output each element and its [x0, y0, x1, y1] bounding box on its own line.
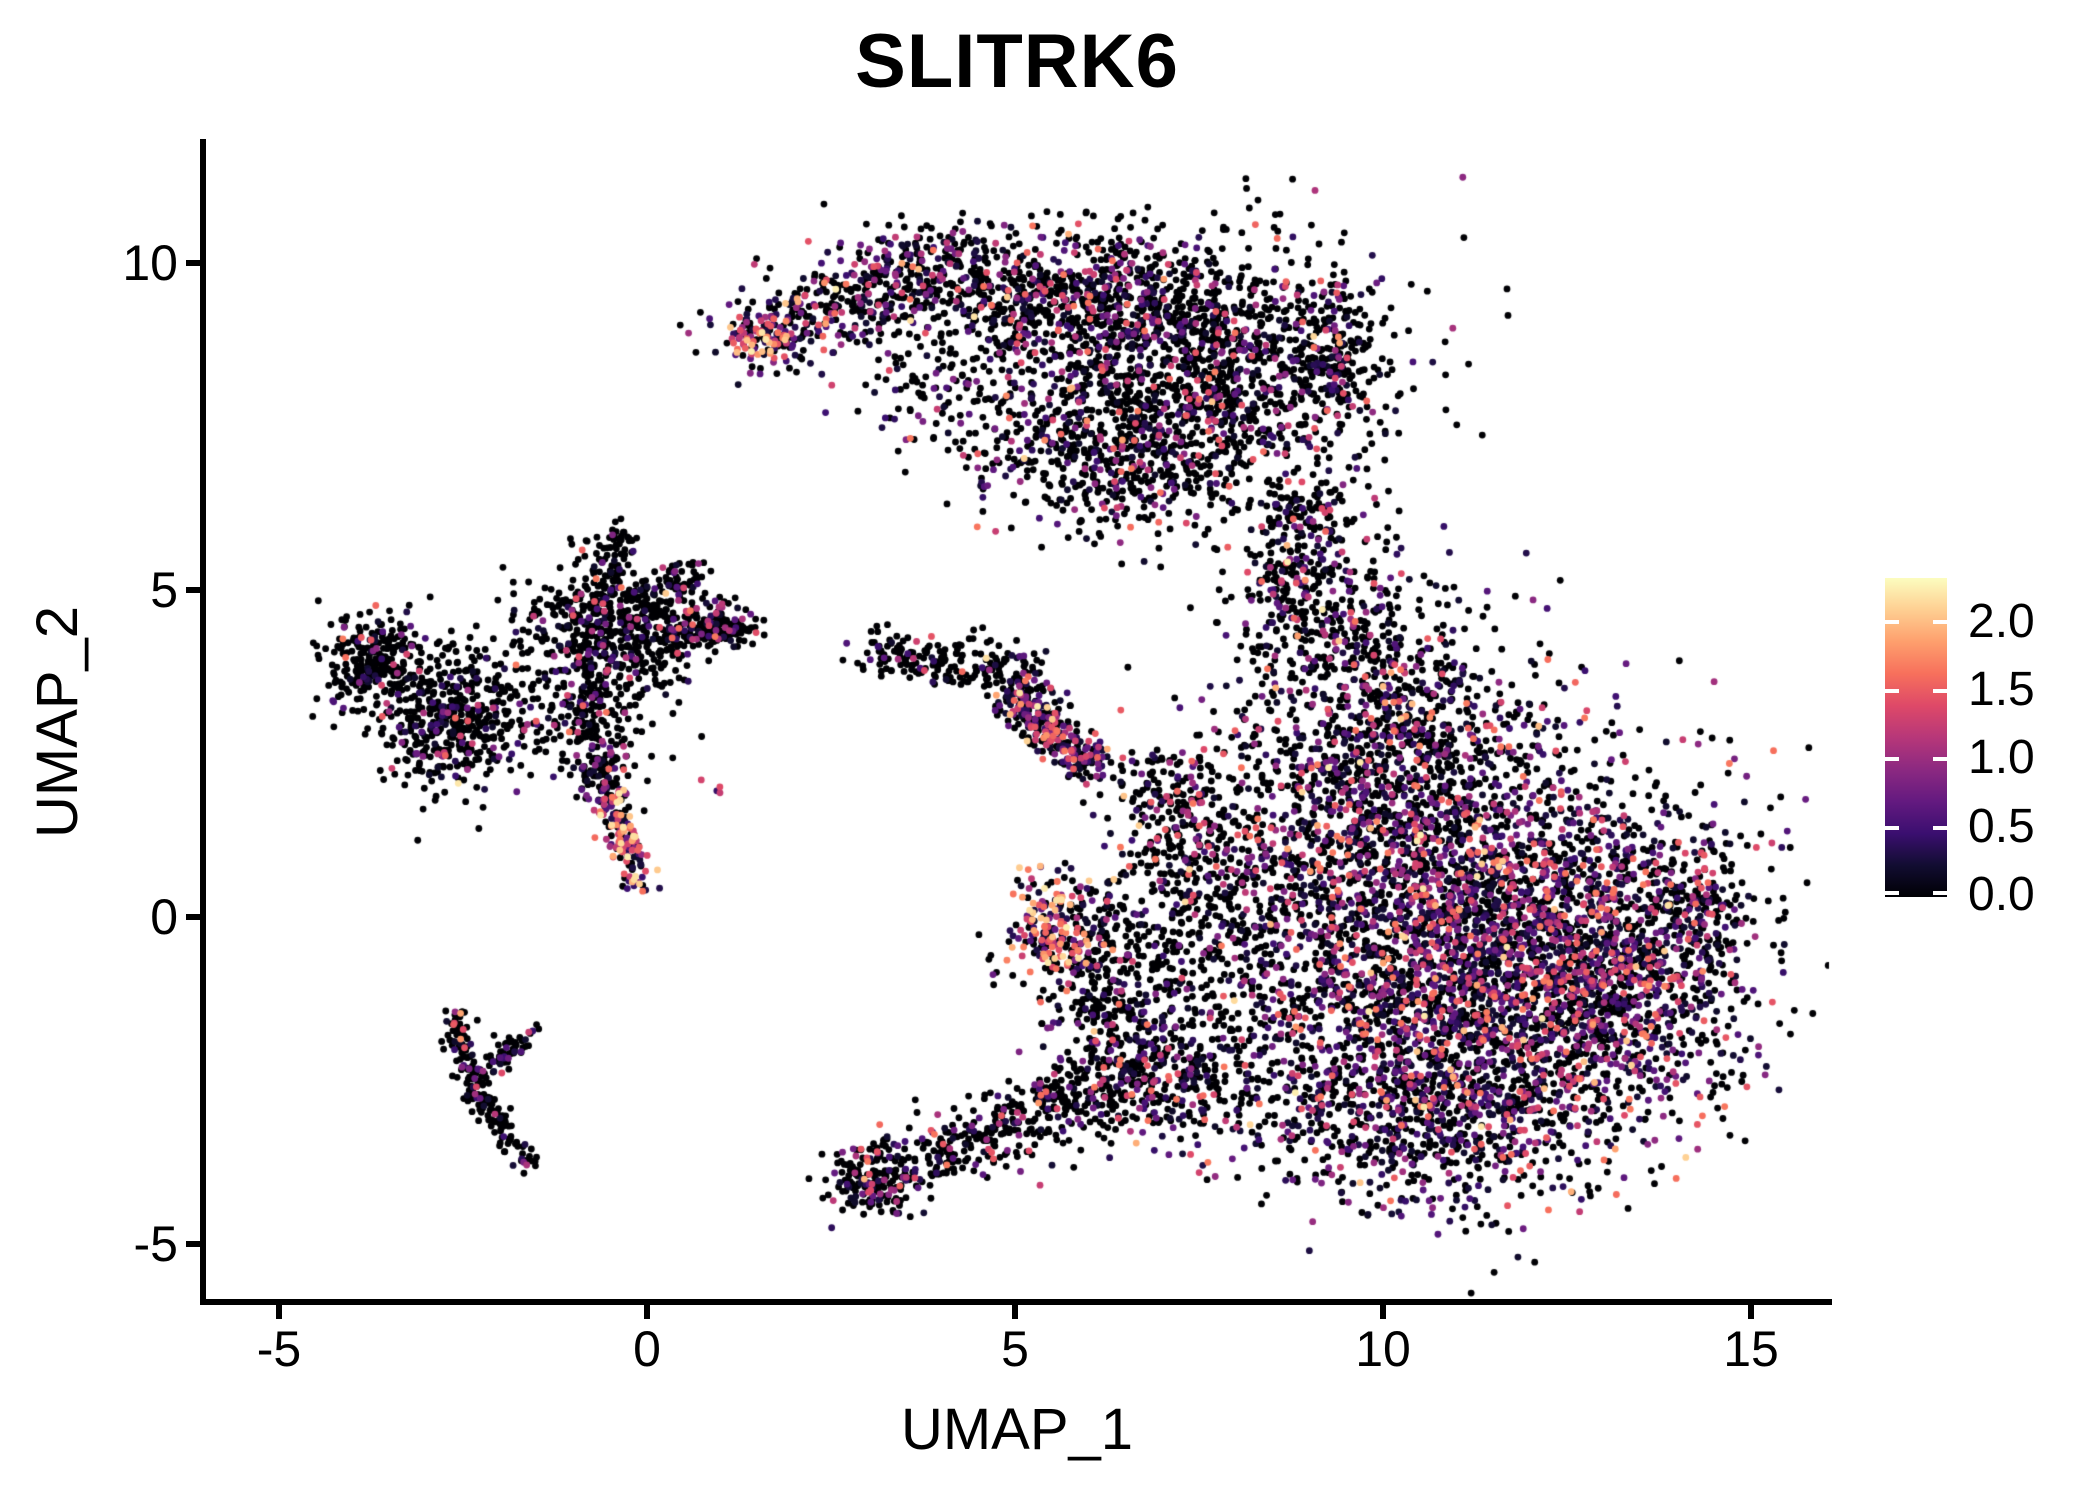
x-tick-label: 15 — [1723, 1321, 1779, 1377]
x-tick-label: 0 — [633, 1321, 661, 1377]
colorbar-tick-label: 0.0 — [1968, 868, 2035, 921]
y-axis-line — [200, 139, 206, 1305]
colorbar-tick-label: 1.0 — [1968, 731, 2035, 784]
x-axis-title: UMAP_1 — [900, 1397, 1134, 1462]
x-tick-mark — [644, 1302, 650, 1319]
y-axis-title: UMAP_2 — [25, 605, 90, 839]
x-tick-label: 10 — [1355, 1321, 1411, 1377]
expression-colorbar — [1885, 578, 1947, 897]
colorbar-tick-mark — [1885, 757, 1899, 761]
colorbar-tick-label: 1.5 — [1968, 663, 2035, 716]
colorbar-tick-mark — [1933, 689, 1947, 693]
y-tick-label: -5 — [133, 1216, 178, 1272]
colorbar-tick-mark — [1885, 689, 1899, 693]
y-tick-label: 0 — [150, 889, 178, 945]
colorbar-tick-label: 0.5 — [1968, 800, 2035, 853]
y-tick-mark — [186, 914, 203, 920]
y-tick-label: 5 — [150, 562, 178, 618]
x-tick-mark — [1748, 1302, 1754, 1319]
x-tick-label: -5 — [256, 1321, 302, 1377]
y-tick-mark — [186, 260, 203, 266]
colorbar-tick-mark — [1933, 826, 1947, 830]
y-tick-label: 10 — [122, 235, 178, 291]
x-tick-mark — [276, 1302, 282, 1319]
colorbar-tick-mark — [1885, 826, 1899, 830]
y-tick-mark — [186, 1241, 203, 1247]
colorbar-tick-mark — [1933, 620, 1947, 624]
x-tick-mark — [1380, 1302, 1386, 1319]
colorbar-tick-mark — [1885, 891, 1899, 895]
colorbar-tick-label: 2.0 — [1968, 595, 2035, 648]
colorbar-tick-mark — [1933, 757, 1947, 761]
x-tick-mark — [1012, 1302, 1018, 1319]
chart-title: SLITRK6 — [855, 19, 1179, 104]
y-tick-mark — [186, 587, 203, 593]
x-tick-label: 5 — [1001, 1321, 1029, 1377]
colorbar-tick-mark — [1933, 891, 1947, 895]
colorbar-tick-mark — [1885, 620, 1899, 624]
